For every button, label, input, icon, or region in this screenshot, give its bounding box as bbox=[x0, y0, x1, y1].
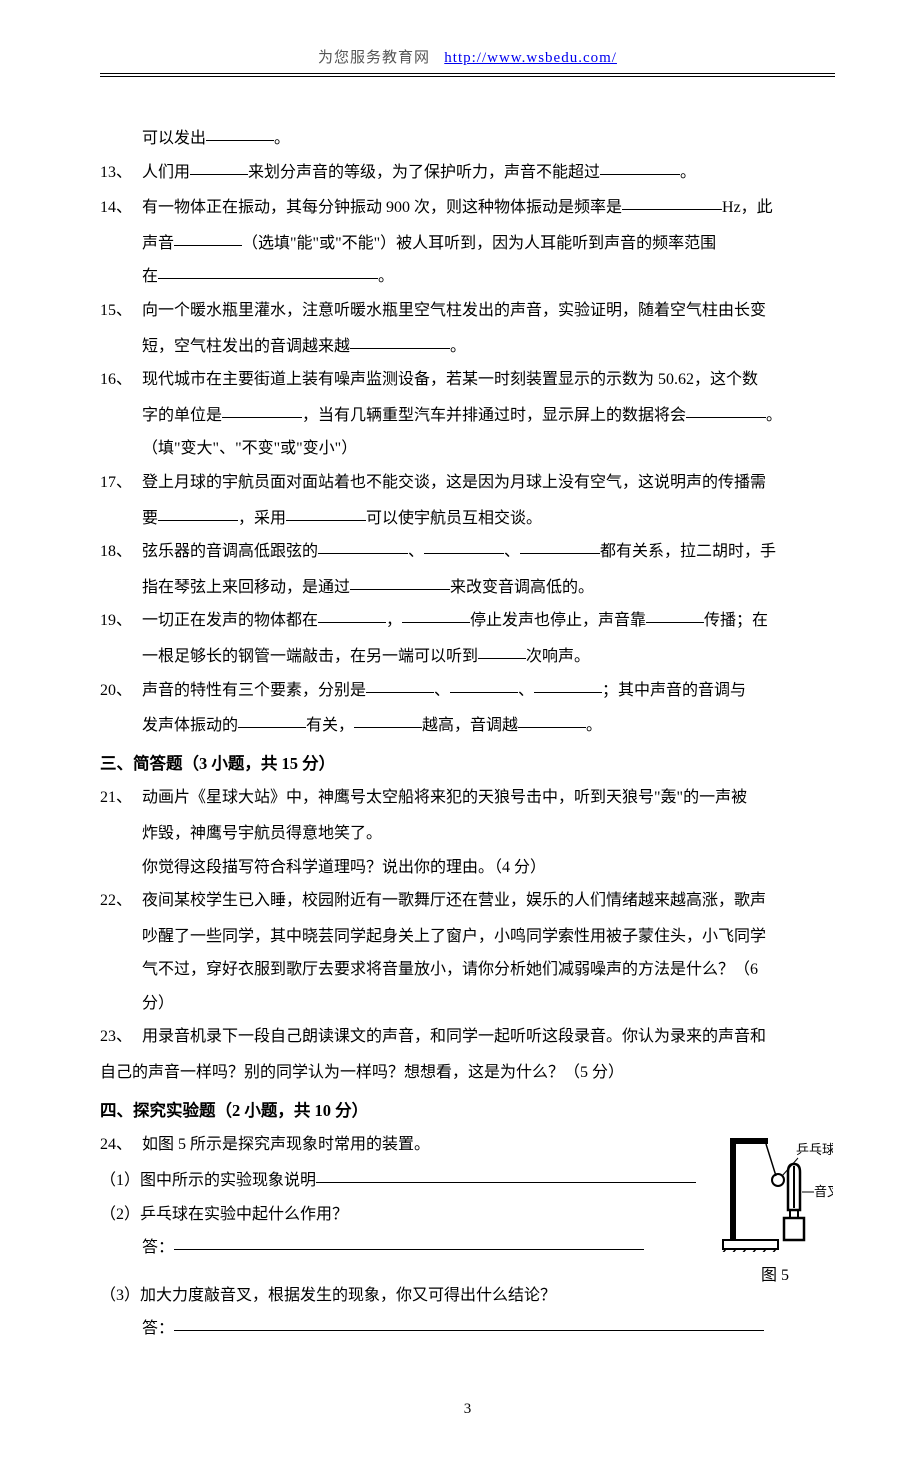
section-4-title: 四、探究实验题（2 小题，共 10 分） bbox=[100, 1094, 835, 1129]
blank bbox=[222, 401, 302, 418]
question-23-line2: 自己的声音一样吗？别的同学认为一样吗？想想看，这是为什么？（5 分） bbox=[100, 1056, 835, 1090]
blank bbox=[534, 676, 602, 693]
question-22-line2: 吵醒了一些同学，其中晓芸同学起身关上了窗户，小鸣同学索性用被子蒙住头，小飞同学 bbox=[100, 920, 835, 954]
blank bbox=[686, 401, 766, 418]
blank bbox=[350, 573, 450, 590]
blank bbox=[478, 642, 526, 659]
figure-5-caption: 图 5 bbox=[715, 1261, 835, 1285]
question-14: 14、 有一物体正在振动，其每分钟振动 900 次，则这种物体振动是频率是Hz，… bbox=[100, 191, 835, 225]
question-14-line3: 在。 bbox=[100, 260, 835, 294]
question-22: 22、 夜间某校学生已入睡，校园附近有一歌舞厅还在营业，娱乐的人们情绪越来越高涨… bbox=[100, 884, 835, 918]
blank bbox=[350, 332, 450, 349]
question-22-line3: 气不过，穿好衣服到歌厅去要求将音量放小，请你分析她们减弱噪声的方法是什么？（6 bbox=[100, 953, 835, 987]
question-17: 17、 登上月球的宇航员面对面站着也不能交谈，这是因为月球上没有空气，这说明声的… bbox=[100, 466, 835, 500]
question-15-line2: 短，空气柱发出的音调越来越。 bbox=[100, 330, 835, 364]
blank bbox=[646, 606, 704, 623]
blank bbox=[318, 606, 386, 623]
blank bbox=[174, 1314, 764, 1331]
blank bbox=[206, 124, 274, 141]
header-link[interactable]: http://www.wsbedu.com/ bbox=[444, 50, 617, 66]
question-23: 23、 用录音机录下一段自己朗读课文的声音，和同学一起听听这段录音。你认为录来的… bbox=[100, 1020, 835, 1054]
blank bbox=[190, 158, 248, 175]
blank bbox=[316, 1166, 696, 1183]
blank bbox=[366, 676, 434, 693]
page-header: 为您服务教育网 http://www.wsbedu.com/ bbox=[100, 40, 835, 73]
question-13: 13、 人们用来划分声音的等级，为了保护听力，声音不能超过。 bbox=[100, 156, 835, 190]
header-rule-1 bbox=[100, 73, 835, 74]
question-22-line4: 分） bbox=[100, 987, 835, 1021]
header-rule-2 bbox=[100, 76, 835, 77]
blank bbox=[286, 504, 366, 521]
question-18-line2: 指在琴弦上来回移动，是通过来改变音调高低的。 bbox=[100, 571, 835, 605]
blank bbox=[238, 711, 306, 728]
question-17-line2: 要，采用可以使宇航员互相交谈。 bbox=[100, 502, 835, 536]
question-16-line2: 字的单位是，当有几辆重型汽车并排通过时，显示屏上的数据将会。 bbox=[100, 399, 835, 433]
blank bbox=[174, 1233, 644, 1250]
figure-label-fork: 音叉 bbox=[814, 1184, 833, 1199]
figure-5: 乒乓球 音叉 图 5 bbox=[715, 1132, 835, 1285]
question-19-line2: 一根足够长的钢管一端敲击，在另一端可以听到次响声。 bbox=[100, 640, 835, 674]
blank bbox=[622, 193, 722, 210]
blank bbox=[600, 158, 680, 175]
blank bbox=[354, 711, 422, 728]
figure-5-svg: 乒乓球 音叉 bbox=[718, 1132, 833, 1252]
question-16: 16、 现代城市在主要街道上装有噪声监测设备，若某一时刻装置显示的示数为 50.… bbox=[100, 363, 835, 397]
question-20-line2: 发声体振动的有关，越高，音调越。 bbox=[100, 709, 835, 743]
blank bbox=[402, 606, 470, 623]
question-20: 20、 声音的特性有三个要素，分别是、、；其中声音的音调与 bbox=[100, 674, 835, 708]
question-21-line2: 炸毁，神鹰号宇航员得意地笑了。 bbox=[100, 817, 835, 851]
blank bbox=[174, 229, 242, 246]
question-21-line3: 你觉得这段描写符合科学道理吗？说出你的理由。（4 分） bbox=[100, 851, 835, 885]
question-14-line2: 声音（选填"能"或"不能"）被人耳听到，因为人耳能听到声音的频率范围 bbox=[100, 227, 835, 261]
page-number: 3 bbox=[100, 1401, 835, 1418]
question-15: 15、 向一个暖水瓶里灌水，注意听暖水瓶里空气柱发出的声音，实验证明，随着空气柱… bbox=[100, 294, 835, 328]
question-16-line3: （填"变大"、"不变"或"变小"） bbox=[100, 432, 835, 466]
blank bbox=[318, 537, 408, 554]
figure-label-ball: 乒乓球 bbox=[796, 1142, 833, 1157]
blank bbox=[424, 537, 504, 554]
question-19: 19、 一切正在发声的物体都在，停止发声也停止，声音靠传播；在 bbox=[100, 604, 835, 638]
question-24: 24、 如图 5 所示是探究声现象时常用的装置。 bbox=[100, 1128, 705, 1162]
blank bbox=[158, 262, 378, 279]
q12-continuation: 可以发出。 bbox=[100, 122, 835, 156]
question-21: 21、 动画片《星球大站》中，神鹰号太空船将来犯的天狼号击中，听到天狼号"轰"的… bbox=[100, 781, 835, 815]
blank bbox=[518, 711, 586, 728]
blank bbox=[520, 537, 600, 554]
section-3-title: 三、简答题（3 小题，共 15 分） bbox=[100, 747, 835, 782]
blank bbox=[158, 504, 238, 521]
question-18: 18、 弦乐器的音调高低跟弦的、、都有关系，拉二胡时，手 bbox=[100, 535, 835, 569]
question-24-p3-answer: 答： bbox=[100, 1312, 835, 1346]
blank bbox=[450, 676, 518, 693]
header-site-name: 为您服务教育网 bbox=[318, 50, 430, 66]
